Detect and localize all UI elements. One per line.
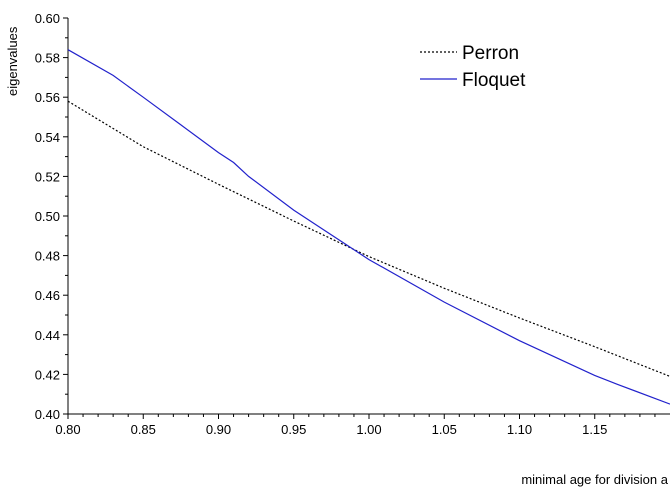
y-tick-label: 0.44 <box>35 328 60 343</box>
y-tick-label: 0.58 <box>35 51 60 66</box>
y-tick-label: 0.48 <box>35 249 60 264</box>
x-tick-label: 1.15 <box>582 422 607 437</box>
x-tick-label: 0.95 <box>281 422 306 437</box>
y-tick-label: 0.46 <box>35 288 60 303</box>
legend-label-floquet: Floquet <box>462 70 526 91</box>
y-tick-label: 0.50 <box>35 209 60 224</box>
y-tick-label: 0.42 <box>35 367 60 382</box>
x-tick-label: 0.85 <box>131 422 156 437</box>
series-line-floquet <box>67 49 670 405</box>
x-tick-label: 1.05 <box>432 422 457 437</box>
y-axis-label: eigenvalues <box>5 26 20 96</box>
x-tick-label: 0.90 <box>206 422 231 437</box>
y-tick-label: 0.52 <box>35 169 60 184</box>
series-line-perron <box>67 100 670 377</box>
y-tick-label: 0.60 <box>35 11 60 26</box>
x-tick-label: 1.10 <box>507 422 532 437</box>
y-tick-label: 0.56 <box>35 90 60 105</box>
legend-label-perron: Perron <box>462 43 519 64</box>
x-tick-label: 1.00 <box>356 422 381 437</box>
series-layer <box>67 49 670 405</box>
x-axis-ticks: 0.80 0.85 0.90 0.95 1.00 1.05 1.10 1.15 <box>55 414 656 437</box>
y-axis-ticks: 0.40 0.42 0.44 0.46 0.48 0.50 0.52 0.54 0.56 0.58… <box>35 11 68 422</box>
plot-frame <box>67 18 670 415</box>
legend: Perron Floquet <box>420 43 526 91</box>
x-axis-label: minimal age for division a <box>521 472 668 487</box>
x-tick-label: 0.80 <box>55 422 80 437</box>
y-tick-label: 0.40 <box>35 407 60 422</box>
y-tick-label: 0.54 <box>35 130 60 145</box>
